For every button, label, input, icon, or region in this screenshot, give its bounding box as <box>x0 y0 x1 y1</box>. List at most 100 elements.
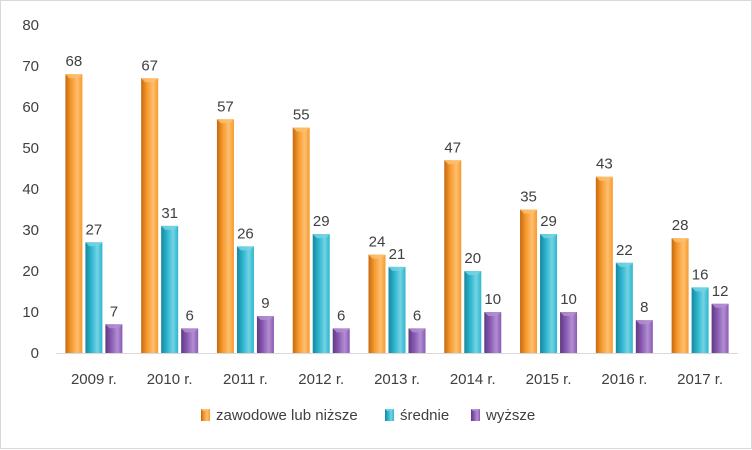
legend-swatch-cap <box>385 409 394 411</box>
legend-swatch <box>385 409 394 421</box>
data-label: 20 <box>464 250 481 267</box>
bar-cap <box>595 176 613 181</box>
bar-cap <box>292 127 310 132</box>
legend: zawodowe lub niższe średnie wyższe <box>201 407 535 424</box>
bar-3 <box>181 328 199 353</box>
bar-1 <box>65 74 83 353</box>
bar-3 <box>484 312 502 353</box>
x-tick-label: 2010 r. <box>147 371 193 388</box>
data-label: 6 <box>413 307 421 324</box>
data-label: 9 <box>261 295 269 312</box>
bar-cap <box>65 74 83 79</box>
bar-cap <box>540 234 558 239</box>
bar-cap <box>332 328 350 333</box>
legend-label: zawodowe lub niższe <box>216 407 358 424</box>
bar-cap <box>161 225 179 230</box>
legend-label: średnie <box>400 407 449 424</box>
bar-cap <box>444 160 462 165</box>
y-tick-label: 30 <box>22 222 39 239</box>
bar-cap <box>368 254 386 259</box>
data-label: 24 <box>369 234 386 251</box>
bar-3 <box>711 303 729 353</box>
bar-3 <box>332 328 350 353</box>
data-label: 21 <box>389 246 406 263</box>
bar-cap <box>85 242 103 247</box>
y-axis: 0 10 20 30 40 50 60 70 80 <box>22 17 39 362</box>
data-label: 6 <box>337 307 345 324</box>
bar-2 <box>691 287 709 353</box>
bar-cap <box>691 287 709 292</box>
data-label: 16 <box>692 266 709 283</box>
bar-3 <box>256 316 274 353</box>
bar-2 <box>236 246 254 353</box>
y-tick-label: 40 <box>22 181 39 198</box>
data-label: 26 <box>237 225 254 242</box>
bar-cap <box>105 324 123 329</box>
bars: 6827767316572695529624216472010352910432… <box>65 53 729 354</box>
bar-cap <box>711 303 729 308</box>
bar-1 <box>444 160 462 353</box>
data-label: 27 <box>86 221 103 238</box>
y-tick-label: 10 <box>22 304 39 321</box>
bar-1 <box>520 209 538 353</box>
data-label: 12 <box>712 283 729 300</box>
data-label: 68 <box>66 53 83 70</box>
data-label: 22 <box>616 242 633 259</box>
bar-1 <box>141 78 159 354</box>
y-tick-label: 60 <box>22 99 39 116</box>
y-tick-label: 50 <box>22 140 39 157</box>
bar-cap <box>560 312 578 316</box>
data-label: 47 <box>444 139 461 156</box>
x-tick-label: 2012 r. <box>298 371 344 388</box>
y-tick-label: 80 <box>22 17 39 34</box>
legend-label: wyższe <box>485 407 535 424</box>
bar-3 <box>105 324 123 353</box>
data-label: 10 <box>560 291 577 308</box>
x-tick-label: 2011 r. <box>223 371 268 388</box>
bar-3 <box>408 328 426 353</box>
legend-swatch-cap <box>201 409 210 411</box>
bar-2 <box>312 234 330 353</box>
bar-cap <box>615 262 633 267</box>
bar-2 <box>161 225 179 353</box>
x-tick-label: 2016 r. <box>601 371 647 388</box>
bar-1 <box>216 119 234 353</box>
y-tick-label: 70 <box>22 58 39 75</box>
x-tick-label: 2009 r. <box>71 371 117 388</box>
bar-cap <box>484 312 502 316</box>
bar-2 <box>464 271 482 353</box>
data-label: 8 <box>640 299 648 316</box>
data-label: 28 <box>672 217 689 234</box>
legend-swatch <box>471 409 480 421</box>
bar-1 <box>595 176 613 353</box>
data-label: 43 <box>596 156 613 173</box>
bar-cap <box>141 78 159 83</box>
x-axis: 2009 r. 2010 r. 2011 r. 2012 r. 2013 r. 2014 … <box>56 353 738 388</box>
data-label: 6 <box>185 307 193 324</box>
y-tick-label: 20 <box>22 263 39 280</box>
bar-2 <box>388 266 406 353</box>
data-label: 57 <box>217 98 234 115</box>
data-label: 55 <box>293 107 310 124</box>
bar-3 <box>560 312 578 353</box>
bar-cap <box>464 271 482 275</box>
bar-cap <box>408 328 426 333</box>
data-label: 7 <box>110 303 118 320</box>
bar-cap <box>216 119 234 124</box>
data-label: 29 <box>540 213 557 230</box>
x-tick-label: 2017 r. <box>677 371 723 388</box>
bar-cap <box>635 320 653 325</box>
bar-2 <box>540 234 558 353</box>
bar-cap <box>181 328 199 333</box>
bar-1 <box>292 127 310 353</box>
data-label: 35 <box>520 189 537 206</box>
legend-swatch-cap <box>471 409 480 411</box>
bar-2 <box>615 262 633 353</box>
bar-3 <box>635 320 653 353</box>
x-tick-label: 2014 r. <box>450 371 496 388</box>
bar-cap <box>671 238 689 243</box>
bar-cap <box>520 209 538 214</box>
bar-1 <box>368 254 386 353</box>
